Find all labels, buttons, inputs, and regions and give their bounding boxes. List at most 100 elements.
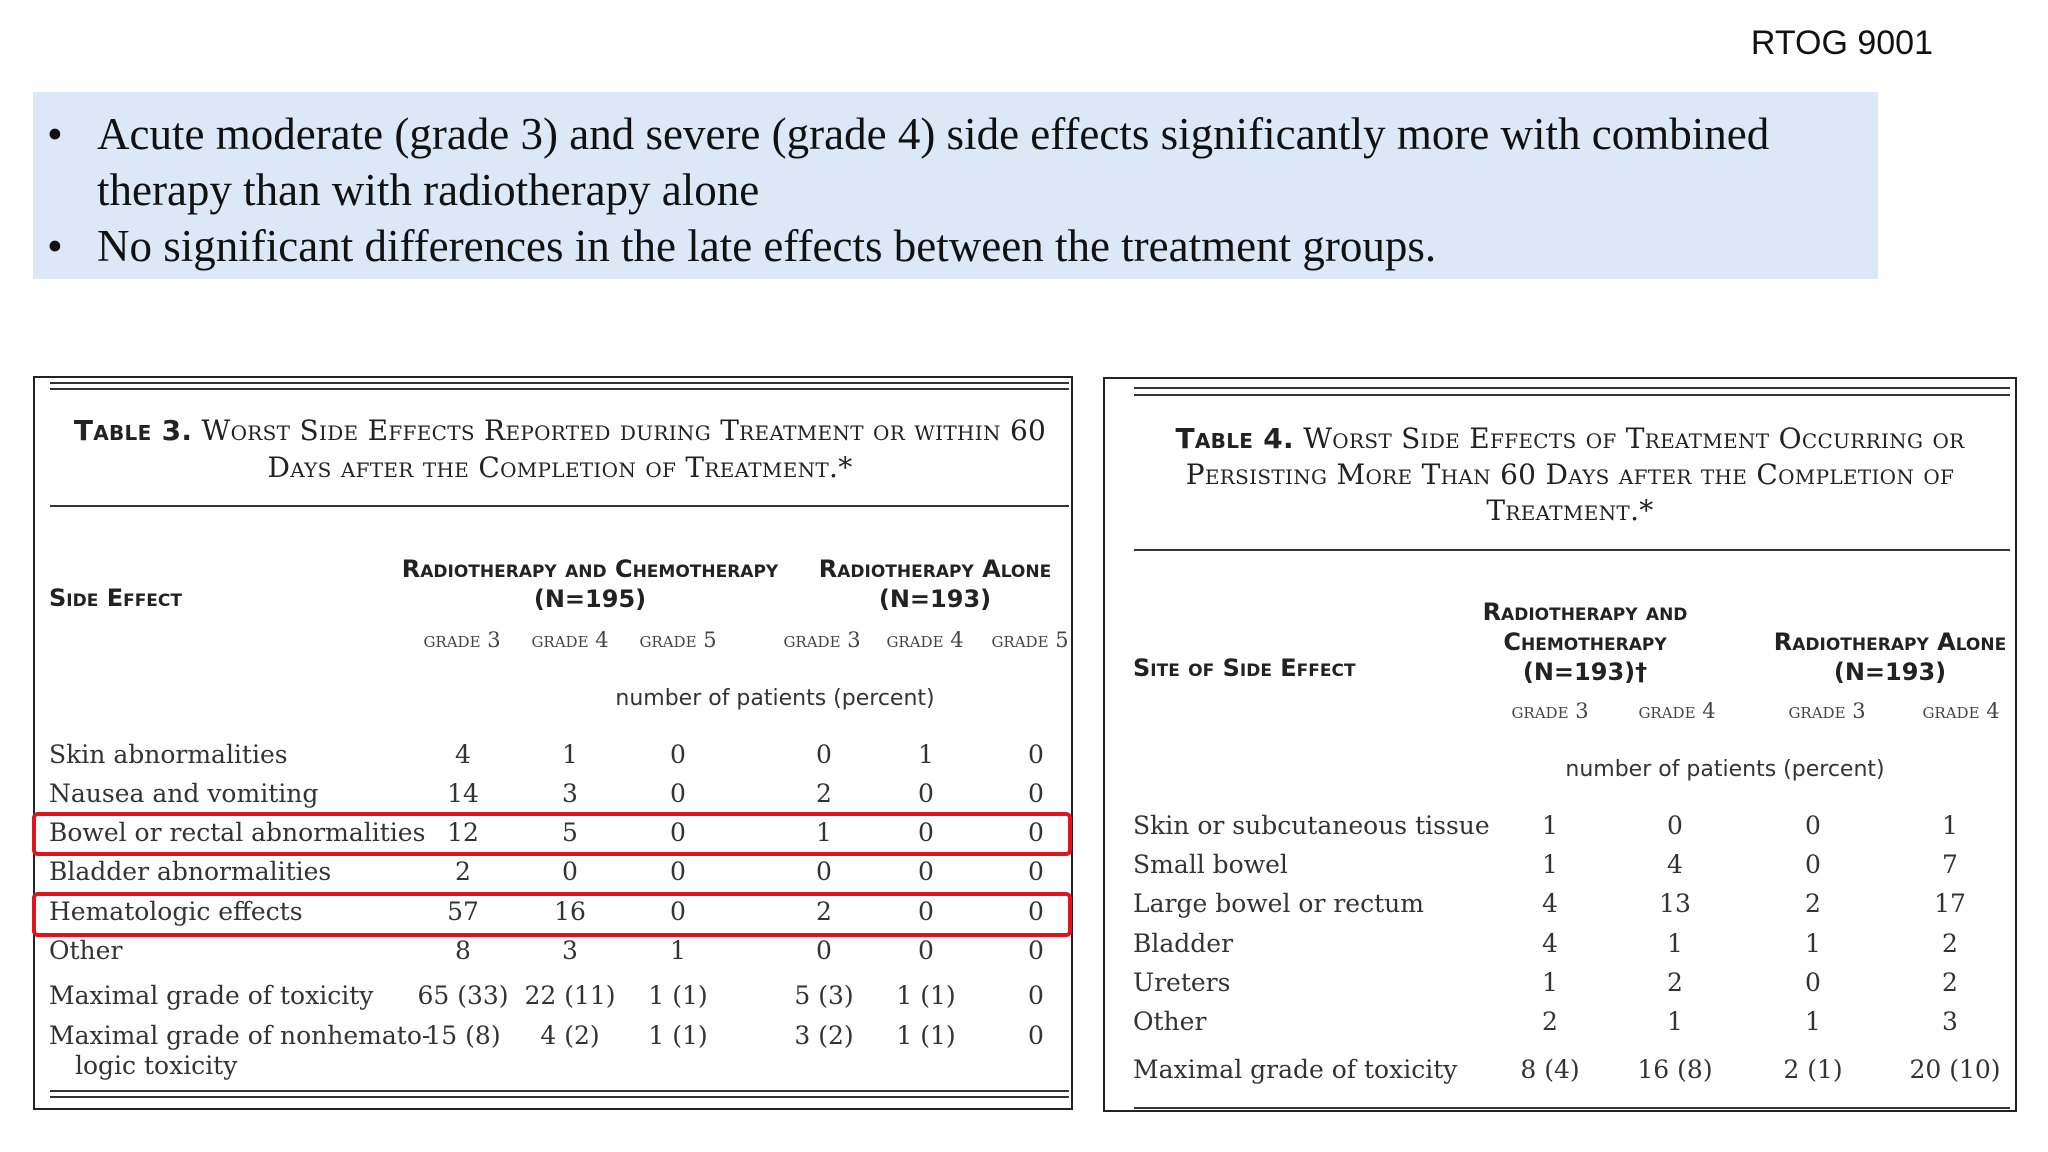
table-cell: 1 xyxy=(670,936,686,965)
table-cell: 17 xyxy=(1934,889,1966,918)
table-3-top-rule xyxy=(50,388,1069,390)
summary-bullet-text: Acute moderate (grade 3) and severe (gra… xyxy=(97,109,1770,215)
table-row: Large bowel or rectum 4 13 2 17 xyxy=(1105,889,2015,927)
slide-reference-label: RTOG 9001 xyxy=(1750,24,1933,62)
table-cell: 1 xyxy=(1667,1007,1683,1036)
table-3-title: Table 3. Worst Side Effects Reported dur… xyxy=(65,412,1055,486)
table-cell: 57 xyxy=(447,897,479,926)
table-cell: 3 xyxy=(1942,1007,1958,1036)
table-3-col-side-effect: Side Effect xyxy=(49,584,182,612)
row-label: Bladder abnormalities xyxy=(49,857,332,886)
table-3-grade-header: grade 4 xyxy=(531,628,609,652)
table-cell: 1 xyxy=(1942,811,1958,840)
table-3-grade-header: grade 3 xyxy=(783,628,861,652)
table-row: Small bowel 1 4 0 7 xyxy=(1105,850,2015,888)
table-cell: 2 xyxy=(1942,968,1958,997)
table-row: Ureters 1 2 0 2 xyxy=(1105,968,2015,1006)
table-3-group-combined-n: (N=195) xyxy=(533,585,647,613)
table-cell: 0 xyxy=(670,857,686,886)
table-3-grade-header: grade 3 xyxy=(423,628,501,652)
table-cell: 4 xyxy=(455,740,471,769)
table-row: Maximal grade of toxicity 8 (4) 16 (8) 2… xyxy=(1105,1055,2015,1093)
table-cell: 2 (1) xyxy=(1783,1055,1843,1084)
row-label: Bowel or rectal abnormalities xyxy=(49,818,426,847)
table-cell: 1 xyxy=(1805,1007,1821,1036)
table-cell: 4 xyxy=(1542,889,1558,918)
table-cell: 0 xyxy=(670,818,686,847)
table-4-top-rule xyxy=(1134,394,2010,396)
table-cell: 20 (10) xyxy=(1909,1055,2001,1084)
table-cell: 3 (2) xyxy=(794,1021,854,1050)
row-label: Nausea and vomiting xyxy=(49,779,319,808)
table-4-group-alone-n: (N=193) xyxy=(1833,658,1947,686)
summary-box: • Acute moderate (grade 3) and severe (gr… xyxy=(33,92,1878,279)
table-cell: 2 xyxy=(1542,1007,1558,1036)
table-cell: 2 xyxy=(1942,929,1958,958)
table-cell: 0 xyxy=(1028,740,1044,769)
table-3-grade-header: grade 5 xyxy=(639,628,717,652)
table-cell: 12 xyxy=(447,818,479,847)
table-cell: 1 (1) xyxy=(648,981,708,1010)
table-4-group-combined-label: Radiotherapy and xyxy=(1482,598,1688,626)
table-cell: 0 xyxy=(918,936,934,965)
table-3-units: number of patients (percent) xyxy=(615,686,935,711)
table-cell: 1 (1) xyxy=(896,1021,956,1050)
table-cell: 0 xyxy=(918,897,934,926)
table-cell: 0 xyxy=(1667,811,1683,840)
table-cell: 1 xyxy=(1542,968,1558,997)
table-cell: 1 xyxy=(816,818,832,847)
table-cell: 1 xyxy=(918,740,934,769)
table-cell: 0 xyxy=(918,818,934,847)
table-cell: 0 xyxy=(1028,936,1044,965)
row-label: Skin abnormalities xyxy=(49,740,288,769)
table-cell: 2 xyxy=(816,897,832,926)
table-row: Skin abnormalities 4 1 0 0 1 0 xyxy=(35,740,1071,778)
table-3-title-rule xyxy=(50,505,1069,507)
table-row: Bladder 4 1 1 2 xyxy=(1105,929,2015,967)
table-cell: 2 xyxy=(455,857,471,886)
table-3-number: Table 3. xyxy=(73,414,193,447)
table-cell: 1 (1) xyxy=(896,981,956,1010)
table-cell: 4 (2) xyxy=(540,1021,600,1050)
summary-bullet-text: No significant differences in the late e… xyxy=(97,221,1437,271)
table-4-col-site: Site of Side Effect xyxy=(1133,654,1356,682)
table-cell: 1 xyxy=(562,740,578,769)
table-cell: 0 xyxy=(1028,1021,1044,1050)
table-cell: 13 xyxy=(1659,889,1691,918)
table-4-group-alone-label: Radiotherapy Alone xyxy=(1773,628,2007,656)
table-cell: 0 xyxy=(816,740,832,769)
table-4-grade-header: grade 3 xyxy=(1788,699,1866,723)
table-cell: 2 xyxy=(816,779,832,808)
table-cell: 0 xyxy=(1028,857,1044,886)
table-4-group-combined-label: Chemotherapy xyxy=(1503,628,1667,656)
table-row: Bowel or rectal abnormalities 12 5 0 1 0… xyxy=(35,818,1071,856)
table-cell: 0 xyxy=(1805,811,1821,840)
table-cell: 0 xyxy=(816,857,832,886)
hematologic-row-highlight xyxy=(32,892,1072,937)
summary-bullet-list: • Acute moderate (grade 3) and severe (gr… xyxy=(33,92,1878,274)
table-cell: 7 xyxy=(1942,850,1958,879)
table-3-group-alone: Radiotherapy Alone (N=193) xyxy=(795,554,1075,614)
table-row: Bladder abnormalities 2 0 0 0 0 0 xyxy=(35,857,1071,895)
table-cell: 65 (33) xyxy=(417,981,509,1010)
table-cell: 0 xyxy=(670,779,686,808)
table-cell: 0 xyxy=(918,779,934,808)
table-4-grade-header: grade 4 xyxy=(1922,699,2000,723)
row-label: Skin or subcutaneous tissue xyxy=(1133,811,1490,840)
table-4-title-rule xyxy=(1134,549,2010,551)
table-3-group-alone-label: Radiotherapy Alone xyxy=(818,555,1052,583)
table-cell: 16 xyxy=(554,897,586,926)
row-label: Maximal grade of toxicity xyxy=(1133,1055,1458,1084)
table-cell: 0 xyxy=(670,740,686,769)
table-cell: 15 (8) xyxy=(425,1021,501,1050)
table-cell: 1 xyxy=(1805,929,1821,958)
row-label-continued: logic toxicity xyxy=(75,1051,238,1080)
table-3-group-alone-n: (N=193) xyxy=(878,585,992,613)
table-3-panel: Table 3. Worst Side Effects Reported dur… xyxy=(33,376,1073,1110)
table-cell: 4 xyxy=(1542,929,1558,958)
row-label: Small bowel xyxy=(1133,850,1288,879)
table-cell: 1 xyxy=(1542,850,1558,879)
table-3-title-text: Worst Side Effects Reported during Treat… xyxy=(201,414,1047,484)
table-cell: 4 xyxy=(1667,850,1683,879)
table-4-group-alone: Radiotherapy Alone (N=193) xyxy=(1765,627,2015,687)
